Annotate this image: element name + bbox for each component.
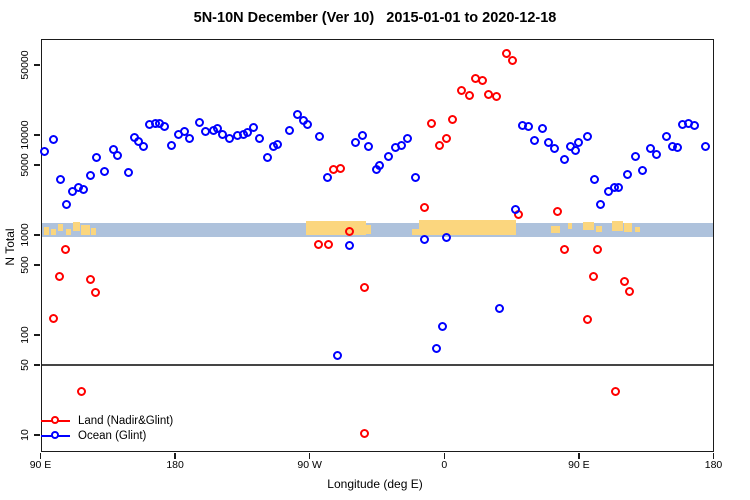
x-tick-label: 180 — [704, 459, 723, 471]
y-tick-label: 5000 — [19, 153, 31, 177]
x-tick — [39, 452, 42, 459]
y-tick — [34, 234, 40, 236]
legend-label-ocean: Ocean (Glint) — [78, 429, 147, 442]
y-tick — [34, 434, 40, 436]
y-tick — [34, 264, 40, 266]
x-tick — [578, 452, 580, 459]
legend: Land (Nadir&Glint) Ocean (Glint) — [41, 413, 173, 443]
x-tick-label: 180 — [166, 459, 184, 471]
y-tick — [34, 334, 40, 336]
y-tick-label: 1000 — [19, 223, 31, 247]
x-tick-label: 90 E — [568, 459, 590, 471]
y-tick-label: 50000 — [19, 50, 31, 80]
y-tick — [34, 164, 40, 166]
ocean-series-symbol — [41, 430, 70, 441]
legend-label-land: Land (Nadir&Glint) — [78, 414, 174, 427]
y-tick — [34, 64, 40, 66]
x-tick-label: 90 E — [29, 459, 52, 471]
y-tick-label: 50 — [19, 359, 31, 371]
y-tick-label: 10 — [19, 429, 31, 441]
x-tick-label: 0 — [441, 459, 448, 471]
y-tick-label: 500 — [19, 256, 31, 274]
x-tick — [443, 452, 446, 459]
y-tick-label: 100 — [19, 326, 31, 344]
y-tick — [34, 364, 40, 366]
legend-item-land: Land (Nadir&Glint) — [41, 413, 173, 428]
x-tick — [712, 452, 715, 459]
chart-title: 5N-10N December (Ver 10) 2015-01-01 to 2… — [193, 10, 557, 26]
plot-area — [40, 39, 714, 452]
land-series-symbol — [41, 415, 70, 426]
x-tick — [174, 452, 176, 459]
x-tick-label: 90 W — [297, 459, 322, 471]
y-tick — [34, 134, 40, 136]
y-tick-label: 10000 — [19, 120, 31, 150]
x-axis-title: Longitude (deg E) — [327, 477, 423, 491]
legend-item-ocean: Ocean (Glint) — [41, 428, 173, 443]
x-tick — [308, 452, 311, 459]
y-axis-title: N Total — [3, 228, 17, 266]
